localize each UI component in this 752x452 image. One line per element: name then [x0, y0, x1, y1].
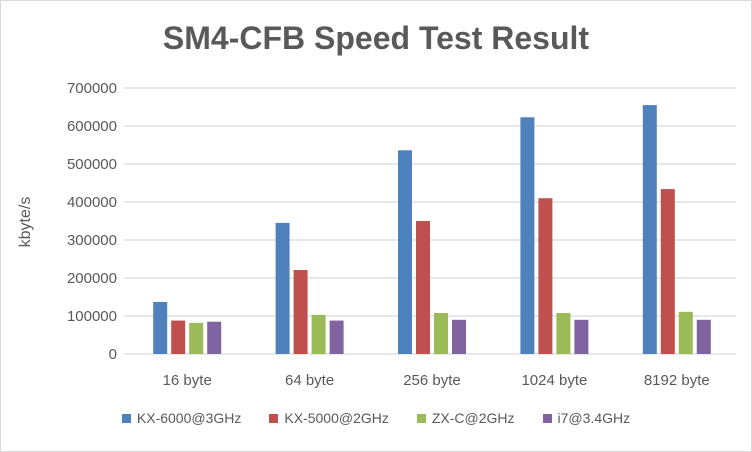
y-tick-label: 400000 [67, 194, 117, 211]
bar-kx-5000-2ghz [293, 270, 308, 354]
legend-label: ZX-C@2GHz [431, 410, 515, 426]
legend-item: i7@3.4GHz [542, 410, 631, 426]
bar-kx-6000-3ghz [642, 105, 657, 354]
y-tick-label: 500000 [67, 156, 117, 173]
legend-label: KX-5000@2GHz [284, 410, 389, 426]
legend-label: i7@3.4GHz [557, 410, 631, 426]
bar-zx-c-2ghz [189, 322, 204, 354]
bar-kx-5000-2ghz [416, 221, 430, 354]
legend-item: ZX-C@2GHz [416, 410, 515, 426]
bar-zx-c-2ghz [678, 311, 693, 354]
legend-item: KX-6000@3GHz [121, 410, 242, 426]
bar-kx-5000-2ghz [660, 189, 675, 354]
y-tick-label: 700000 [67, 80, 117, 97]
bar-kx-6000-3ghz [153, 301, 168, 354]
bar-i7-3-4ghz [696, 319, 711, 354]
chart-title: SM4-CFB Speed Test Result [162, 20, 590, 56]
x-tick-label: 8192 byte [644, 372, 710, 389]
bar-kx-6000-3ghz [275, 222, 290, 354]
legend-swatch [416, 413, 426, 423]
bar-zx-c-2ghz [311, 314, 326, 354]
bar-zx-c-2ghz [556, 312, 571, 354]
y-tick-label: 0 [109, 346, 117, 363]
legend-item: KX-5000@2GHz [269, 410, 389, 426]
legend-swatch [121, 413, 131, 423]
bar-i7-3-4ghz [574, 319, 589, 354]
x-tick-label: 256 byte [403, 372, 461, 389]
legend-swatch [269, 413, 279, 423]
bar-i7-3-4ghz [207, 321, 222, 354]
legend-label: KX-6000@3GHz [136, 410, 242, 426]
y-tick-label: 300000 [67, 232, 117, 249]
x-tick-label: 1024 byte [521, 372, 587, 389]
bar-kx-6000-3ghz [398, 150, 412, 354]
y-tick-label: 100000 [67, 308, 117, 325]
legend: KX-6000@3GHz KX-5000@2GHz ZX-C@2GHz i7@3.4G… [0, 410, 752, 426]
bar-i7-3-4ghz [452, 319, 466, 354]
bar-zx-c-2ghz [434, 312, 448, 354]
bar-kx-6000-3ghz [520, 117, 535, 354]
x-tick-label: 64 byte [285, 372, 334, 389]
bar-kx-5000-2ghz [538, 198, 553, 354]
y-tick-label: 200000 [67, 270, 117, 287]
x-tick-label: 16 byte [163, 372, 212, 389]
y-tick-label: 600000 [67, 118, 117, 135]
bar-kx-5000-2ghz [171, 320, 186, 354]
bar-i7-3-4ghz [329, 320, 344, 354]
legend-swatch [542, 413, 552, 423]
